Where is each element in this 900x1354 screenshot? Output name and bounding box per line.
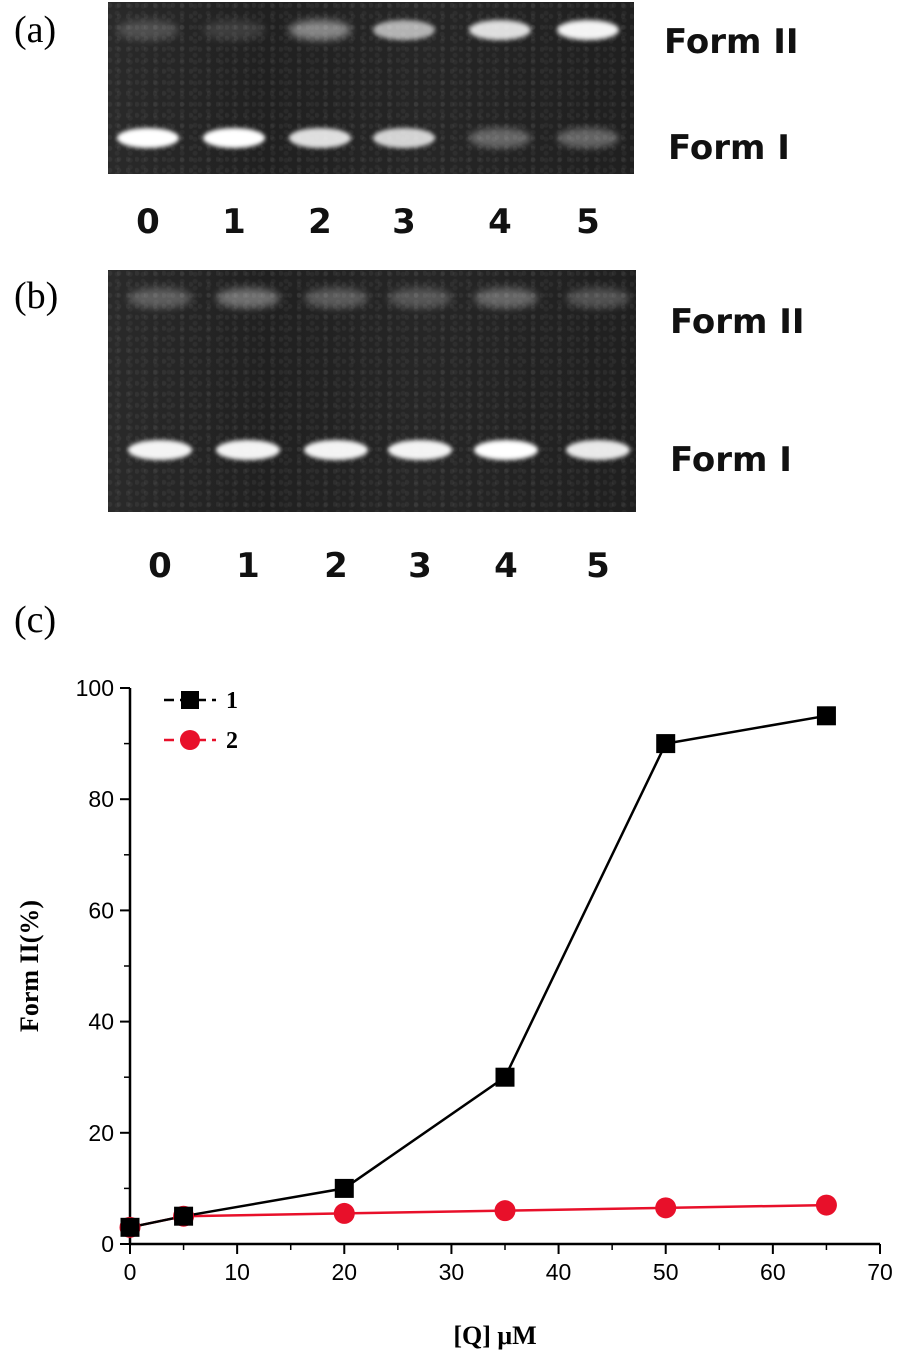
x-tick-label: 0 [124,1259,137,1285]
lane-label: 0 [148,546,172,586]
legend-marker-2 [180,730,200,750]
form-i-band [289,128,351,148]
legend-marker-1 [181,691,199,709]
gel-image-b [108,270,636,512]
form-ii-band [388,288,452,308]
form-ii-band [557,20,619,40]
chart-legend: 12 [164,688,238,754]
lane-label: 3 [408,546,432,586]
lane-label: 1 [236,546,260,586]
form-i-band [373,128,435,148]
data-point-series-1 [816,706,836,726]
form-ii-band [117,20,179,40]
form-ii-label-b: Form II [670,302,805,342]
y-tick-label: 0 [101,1231,114,1257]
form-ii-band [566,288,630,308]
lane-label: 0 [136,202,160,242]
form-i-band [474,440,538,460]
form-i-label-b: Form I [670,440,792,480]
form-ii-band [469,20,531,40]
form-i-band [117,128,179,148]
series-line-1 [129,714,827,1229]
data-point-series-1 [334,1178,354,1198]
legend-label: 1 [226,688,238,714]
form-i-band [557,128,619,148]
x-tick-label: 40 [546,1259,572,1285]
data-point-series-2 [494,1200,516,1222]
data-point-series-1 [120,1217,140,1237]
form-ii-band [216,288,280,308]
x-tick-label: 60 [760,1259,786,1285]
legend-label: 2 [226,728,238,754]
x-tick-label: 30 [439,1259,465,1285]
x-tick-label: 50 [653,1259,679,1285]
series-markers [119,706,837,1238]
y-tick-label: 60 [88,897,114,923]
form-ii-band [474,288,538,308]
y-tick-label: 20 [88,1120,114,1146]
form-i-band [203,128,265,148]
panel-label-b: (b) [14,275,59,317]
form-i-band [566,440,630,460]
data-point-series-2 [815,1194,837,1216]
lane-label: 4 [488,202,512,242]
lane-label: 5 [586,546,610,586]
form-ii-band [289,20,351,40]
data-point-series-1 [495,1067,515,1087]
data-point-series-2 [655,1197,677,1219]
x-tick-label: 70 [867,1259,893,1285]
lane-label: 2 [308,202,332,242]
data-point-series-2 [333,1202,355,1224]
lane-label: 4 [494,546,518,586]
x-tick-label: 20 [331,1259,357,1285]
panel-label-c: (c) [14,599,57,641]
y-tick-label: 100 [76,675,114,701]
data-point-series-1 [174,1206,194,1226]
form-i-label-a: Form I [668,128,790,168]
form-i-band [304,440,368,460]
chart-axes: 0 10 20 30 40 50 60 70 0 20 40 60 80 100 [76,675,893,1285]
lane-label: 2 [324,546,348,586]
form-ii-band [128,288,192,308]
x-tick-label: 10 [224,1259,250,1285]
form-ii-band [203,20,265,40]
form-i-band [469,128,531,148]
panel-label-a: (a) [14,9,57,51]
y-axis-title: Form II(%) [15,900,44,1032]
form-i-band [216,440,280,460]
y-tick-label: 40 [88,1009,114,1035]
lane-label: 1 [222,202,246,242]
lane-label: 3 [392,202,416,242]
y-tick-label: 80 [88,786,114,812]
form-i-band [388,440,452,460]
form-ii-label-a: Form II [664,22,799,62]
data-point-series-1 [656,734,676,754]
x-axis-title: [Q] μM [453,1321,536,1350]
form-i-band [128,440,192,460]
lane-label: 5 [576,202,600,242]
gel-image-a [108,2,634,174]
series-lines [129,714,827,1229]
form-ii-band [373,20,435,40]
form-ii-band [304,288,368,308]
